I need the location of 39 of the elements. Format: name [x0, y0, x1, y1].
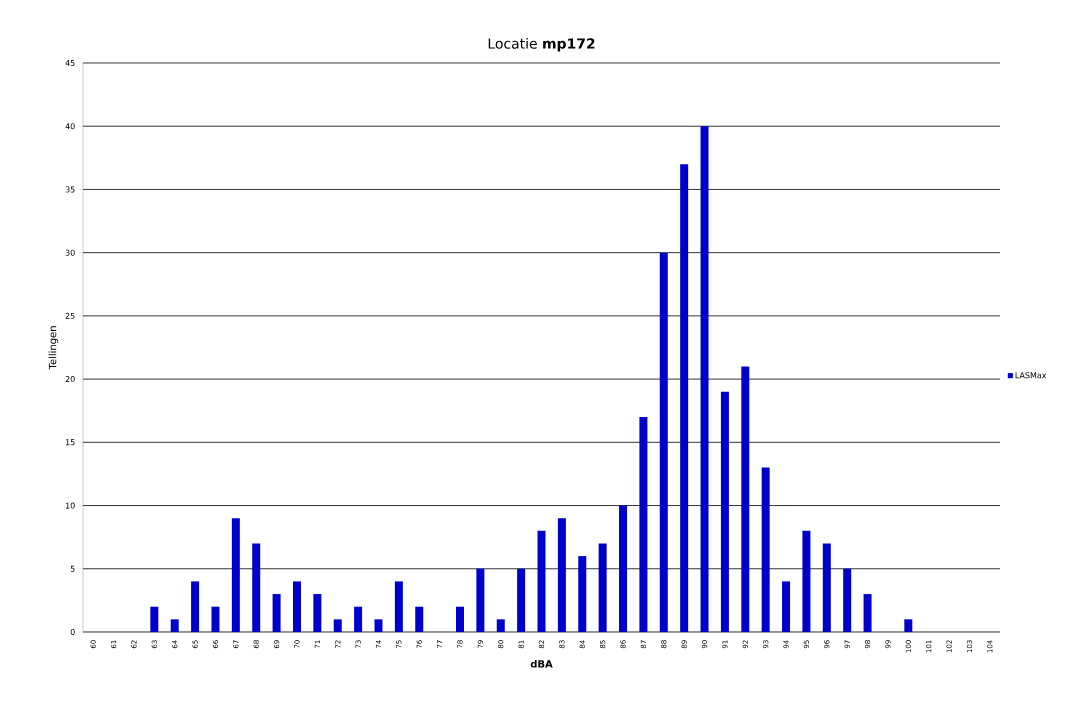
bar	[782, 581, 791, 632]
bar	[313, 594, 322, 632]
bar	[517, 568, 526, 632]
bar	[272, 594, 281, 632]
bar	[415, 606, 424, 632]
bar	[537, 530, 546, 632]
bar	[557, 518, 566, 632]
bar	[659, 252, 668, 632]
bar	[476, 568, 485, 632]
bar	[211, 606, 220, 632]
y-axis-title: Tellingen	[48, 326, 59, 370]
x-axis-title: dBA	[530, 659, 553, 668]
bar	[700, 126, 709, 632]
bar	[720, 391, 729, 632]
bar	[619, 505, 628, 632]
bar	[741, 366, 750, 632]
bar	[578, 556, 587, 632]
bar	[822, 543, 831, 632]
bar	[496, 619, 505, 632]
bar	[680, 164, 689, 632]
bar	[456, 606, 464, 632]
bar	[761, 467, 770, 632]
bar	[333, 619, 342, 632]
bar	[150, 606, 159, 632]
bar	[802, 530, 811, 632]
bar	[639, 417, 648, 632]
bar	[292, 581, 301, 632]
bar	[354, 606, 363, 632]
bar	[863, 594, 872, 632]
bar	[598, 543, 607, 632]
bar	[394, 581, 403, 632]
bar	[374, 619, 383, 632]
bar	[231, 518, 240, 632]
bar	[191, 581, 200, 632]
bar	[252, 543, 261, 632]
bar	[843, 568, 852, 632]
bar	[170, 619, 179, 632]
bar	[904, 619, 913, 632]
chart-title: Locatie mp172	[488, 37, 595, 52]
